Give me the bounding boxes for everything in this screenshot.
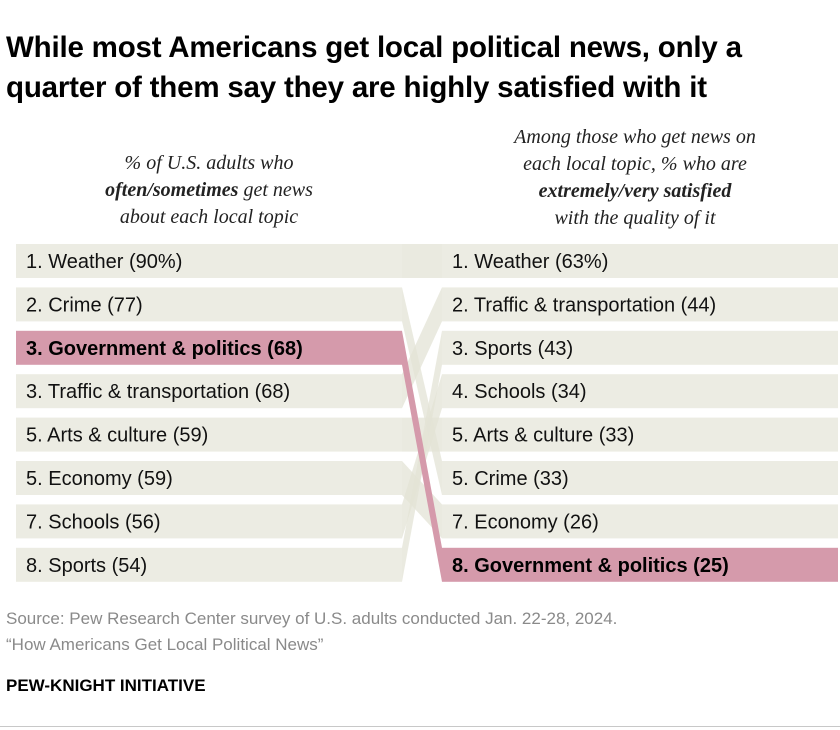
right-header-bold: extremely/very satisfied <box>538 180 732 202</box>
left-row-bar <box>16 330 402 365</box>
right-row-label: 1. Weather (63%) <box>452 251 608 273</box>
left-row-bar <box>16 374 402 409</box>
left-row-bar <box>16 287 402 322</box>
left-row: 2. Crime (77) <box>16 287 402 322</box>
right-row: 1. Weather (63%) <box>442 244 838 278</box>
left-row: 7. Schools (56) <box>16 504 402 539</box>
right-row-bar <box>442 547 838 582</box>
left-header-line-2: often/sometimes get news <box>16 177 402 204</box>
right-row: 8. Government & politics (25) <box>442 547 838 582</box>
slope-ranking-chart: 1. Weather (90%) 2. Crime (77) 3. Governme… <box>16 244 838 582</box>
left-header-rest: get news <box>238 179 313 201</box>
left-row-label: 2. Crime (77) <box>26 294 143 316</box>
left-column-header: % of U.S. adults who often/sometimes get… <box>16 150 402 231</box>
connector-government-politics <box>402 330 442 582</box>
source-line-2: “How Americans Get Local Political News” <box>6 635 324 654</box>
right-row-label: 5. Arts & culture (33) <box>452 425 634 447</box>
right-row-bar <box>442 461 838 495</box>
right-column-header: Among those who get news on each local t… <box>442 124 828 232</box>
left-row-label: 1. Weather (90%) <box>26 251 182 273</box>
right-row-label: 2. Traffic & transportation (44) <box>452 294 716 316</box>
left-row-label: 8. Sports (54) <box>26 555 147 577</box>
right-header-line-1: Among those who get news on <box>514 126 756 148</box>
right-row: 7. Economy (26) <box>442 504 838 539</box>
right-row: 5. Arts & culture (33) <box>442 417 838 452</box>
right-row-bar <box>442 504 838 539</box>
connector-layer <box>402 244 442 582</box>
left-row-label: 7. Schools (56) <box>26 511 161 533</box>
left-row: 5. Arts & culture (59) <box>16 417 402 452</box>
right-row: 5. Crime (33) <box>442 461 838 495</box>
right-row-bar <box>442 417 838 452</box>
right-header-line-2: each local topic, % who are <box>523 153 747 175</box>
right-header-line-3: extremely/very satisfied <box>442 178 828 205</box>
chart-title: While most Americans get local political… <box>6 31 742 104</box>
source-line-1: Source: Pew Research Center survey of U.… <box>6 609 618 628</box>
row-layer: 1. Weather (90%) 2. Crime (77) 3. Governme… <box>16 244 838 582</box>
left-header-line-3: about each local topic <box>119 206 299 228</box>
right-row-bar <box>442 287 838 322</box>
right-row-bar <box>442 244 838 278</box>
connector-traffic-transportation <box>402 287 442 409</box>
left-row: 3. Traffic & transportation (68) <box>16 374 402 409</box>
left-row-bar <box>16 504 402 539</box>
left-row: 3. Government & politics (68) <box>16 330 402 365</box>
right-row-label: 3. Sports (43) <box>452 338 573 360</box>
right-header-line-4: with the quality of it <box>554 207 716 229</box>
left-row: 1. Weather (90%) <box>16 244 402 278</box>
right-row: 2. Traffic & transportation (44) <box>442 287 838 322</box>
left-row-label: 5. Economy (59) <box>26 468 173 490</box>
left-header-line-1: % of U.S. adults who <box>124 152 294 174</box>
right-row-label: 5. Crime (33) <box>452 468 569 490</box>
connector-weather <box>402 244 442 278</box>
right-row-label: 4. Schools (34) <box>452 381 587 403</box>
left-row-bar <box>16 547 402 582</box>
right-row: 4. Schools (34) <box>442 374 838 409</box>
left-row: 8. Sports (54) <box>16 547 402 582</box>
source-note: Source: Pew Research Center survey of U.… <box>6 606 617 658</box>
bottom-divider <box>0 726 840 727</box>
left-row-label: 5. Arts & culture (59) <box>26 425 208 447</box>
left-row-bar <box>16 461 402 495</box>
left-header-bold: often/sometimes <box>105 179 239 201</box>
right-row-label: 8. Government & politics (25) <box>452 555 729 577</box>
left-row-bar <box>16 244 402 278</box>
left-row-label: 3. Traffic & transportation (68) <box>26 381 290 403</box>
right-row-bar <box>442 374 838 409</box>
right-row: 3. Sports (43) <box>442 330 838 365</box>
right-row-label: 7. Economy (26) <box>452 511 599 533</box>
right-row-bar <box>442 330 838 365</box>
left-row-label: 3. Government & politics (68) <box>26 338 303 360</box>
left-row-bar <box>16 417 402 452</box>
brand-label: PEW-KNIGHT INITIATIVE <box>6 676 206 695</box>
left-row: 5. Economy (59) <box>16 461 402 495</box>
